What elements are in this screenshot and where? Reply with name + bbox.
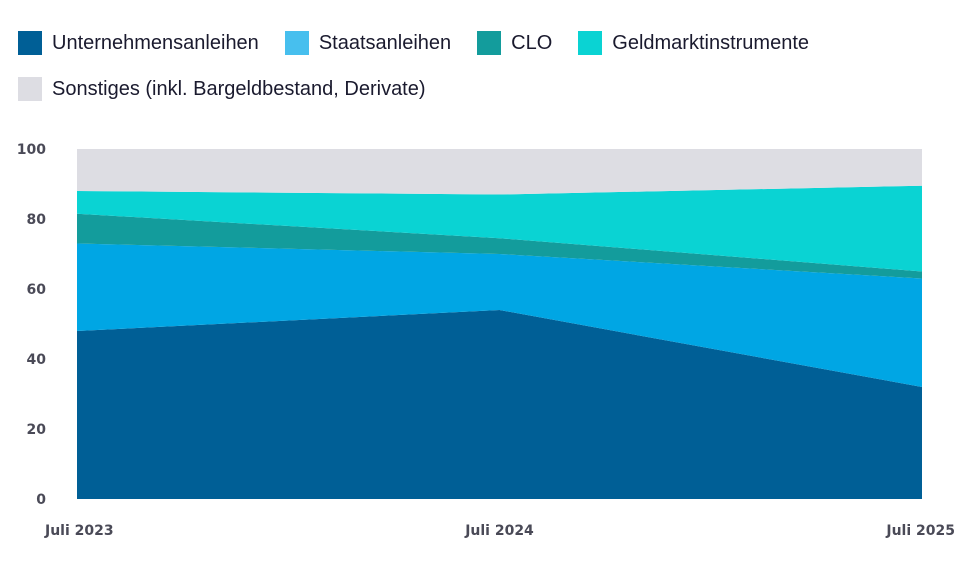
area-geldmarktinstrumente (77, 185, 922, 272)
x-tick-label: Juli 2023 (44, 523, 114, 539)
legend-swatch (477, 31, 502, 55)
y-tick-label: 20 (27, 422, 47, 438)
legend-item-sonstiges: Sonstiges (inkl. Bargeldbestand, Derivat… (18, 77, 426, 101)
legend-label: Unternehmensanleihen (52, 31, 259, 54)
y-tick-label: 60 (27, 282, 47, 298)
area-sonstiges (77, 149, 922, 195)
legend-swatch (284, 31, 309, 55)
legend-row: Unternehmensanleihen Staatsanleihen CLO … (18, 26, 958, 60)
legend-label: CLO (511, 31, 553, 54)
x-axis-ticks: Juli 2023 Juli 2024 Juli 2025 (44, 523, 955, 539)
legend-swatch (18, 31, 42, 55)
x-tick-label: Juli 2025 (885, 523, 955, 539)
legend-label: Sonstiges (inkl. Bargeldbestand, Derivat… (52, 77, 426, 100)
legend-label: Geldmarktinstrumente (612, 31, 810, 54)
y-tick-label: 40 (27, 352, 47, 368)
area-staatsanleihen (77, 243, 922, 387)
legend-row: Sonstiges (inkl. Bargeldbestand, Derivat… (18, 72, 958, 106)
area-unternehmensanleihen (77, 310, 922, 499)
y-tick-label: 0 (36, 492, 46, 508)
y-tick-label: 100 (17, 142, 46, 158)
legend-item-staatsanleihen: Staatsanleihen (284, 31, 452, 55)
legend-item-unternehmensanleihen: Unternehmensanleihen (18, 31, 259, 55)
x-tick-label: Juli 2024 (464, 523, 534, 539)
legend-item-clo: CLO (477, 31, 552, 55)
legend: Unternehmensanleihen Staatsanleihen CLO … (18, 26, 958, 118)
legend-swatch (18, 77, 42, 101)
y-tick-label: 80 (27, 212, 47, 228)
legend-item-geldmarktinstrumente: Geldmarktinstrumente (578, 31, 809, 55)
y-axis-ticks: 0 20 40 60 80 100 (17, 142, 46, 508)
area-layers (77, 149, 922, 499)
legend-swatch (578, 31, 603, 55)
area-clo (77, 213, 922, 279)
legend-label: Staatsanleihen (318, 31, 452, 54)
